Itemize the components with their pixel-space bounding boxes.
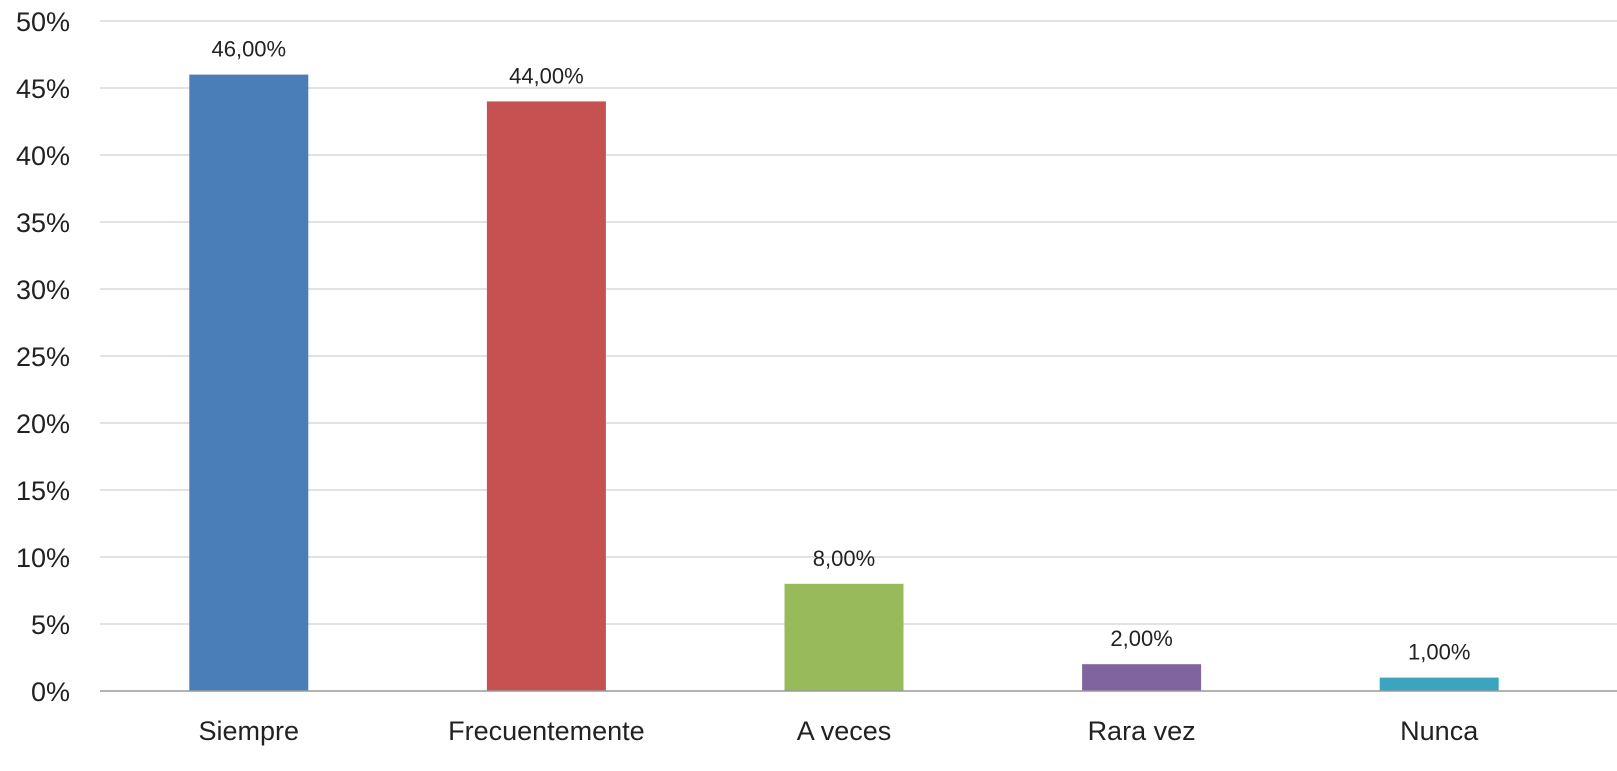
y-tick-label: 25%: [16, 342, 70, 372]
data-label: 46,00%: [211, 37, 286, 62]
y-tick-label: 50%: [16, 7, 70, 37]
x-category-label: Frecuentemente: [448, 716, 645, 746]
y-tick-label: 35%: [16, 208, 70, 238]
data-label: 8,00%: [813, 546, 875, 571]
bars: [189, 74, 1499, 692]
bar: [784, 583, 904, 691]
y-tick-label: 30%: [16, 275, 70, 305]
data-label: 2,00%: [1110, 626, 1172, 651]
gridlines: [100, 20, 1617, 625]
x-category-label: Nunca: [1400, 716, 1479, 746]
y-tick-label: 15%: [16, 476, 70, 506]
x-category-label: A veces: [797, 716, 892, 746]
data-label: 44,00%: [509, 63, 584, 88]
bar: [1379, 677, 1499, 691]
x-category-label: Siempre: [199, 716, 300, 746]
bar: [189, 74, 309, 692]
y-tick-label: 40%: [16, 141, 70, 171]
y-tick-label: 45%: [16, 74, 70, 104]
y-tick-label: 10%: [16, 543, 70, 573]
data-label: 1,00%: [1408, 640, 1470, 665]
x-category-label: Rara vez: [1088, 716, 1196, 746]
y-tick-label: 0%: [31, 677, 70, 707]
y-tick-label: 20%: [16, 409, 70, 439]
labels: 0% 5% 10% 15% 20% 25% 30% 35% 40% 45% 50% 46,00% Sie…: [16, 7, 1479, 746]
bar: [486, 101, 606, 691]
bar: [1082, 664, 1202, 691]
y-tick-label: 5%: [31, 610, 70, 640]
